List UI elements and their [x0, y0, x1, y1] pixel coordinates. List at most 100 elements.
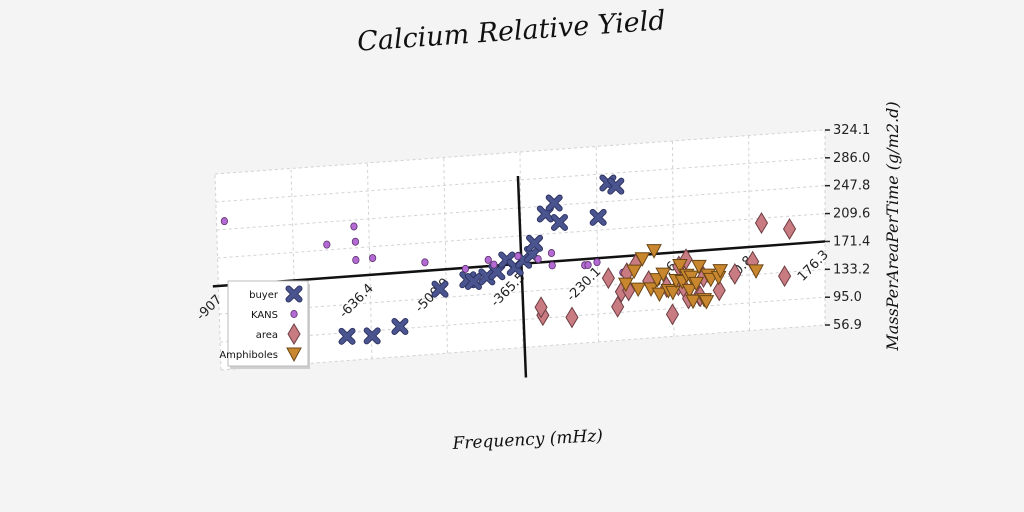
data-point	[626, 264, 642, 280]
data-point	[548, 261, 556, 270]
data-point	[584, 260, 592, 269]
x-gridline	[671, 140, 675, 337]
y-tick-label: 56.9	[833, 318, 862, 333]
legend-label: buyer	[249, 290, 279, 301]
data-point	[514, 252, 522, 261]
data-point	[611, 295, 625, 318]
marker-fill	[392, 318, 408, 335]
data-point	[220, 217, 228, 226]
y-tick-label: 209.6	[833, 207, 870, 222]
x-gridline	[595, 146, 599, 342]
data-point	[323, 240, 331, 249]
data-point	[782, 218, 797, 240]
data-point	[363, 327, 381, 345]
data-point	[547, 249, 556, 258]
data-point	[655, 267, 672, 283]
legend-marker	[286, 347, 302, 363]
series-kans	[220, 217, 627, 277]
data-point	[478, 268, 496, 286]
y-tick-label: 171.4	[833, 234, 870, 249]
data-point	[534, 296, 548, 319]
x-gridline	[366, 162, 373, 359]
data-point	[351, 237, 360, 246]
marker-fill	[432, 281, 448, 297]
data-point	[685, 294, 701, 310]
data-point	[601, 267, 615, 290]
x-gridline	[443, 157, 448, 354]
data-point	[369, 254, 377, 263]
data-point	[712, 279, 726, 302]
x-axis-label: Frequency (mHz)	[451, 426, 603, 454]
data-point	[464, 272, 482, 290]
data-point	[550, 213, 568, 231]
marker-fill	[364, 328, 380, 344]
y-tick-label: 286.0	[833, 151, 870, 166]
data-point	[672, 259, 688, 274]
data-point	[461, 264, 470, 273]
marker-fill	[546, 195, 562, 211]
marker-fill	[286, 286, 302, 302]
y-gridline	[220, 324, 826, 371]
data-point	[431, 280, 449, 298]
data-point	[630, 282, 646, 298]
plot-area: 56.995.0133.2171.4209.6247.8286.0324.1-9…	[194, 123, 870, 378]
data-point	[593, 258, 601, 267]
data-point	[391, 318, 409, 336]
data-point	[338, 327, 356, 345]
data-point	[688, 276, 705, 292]
legend: buyer KANS area Amphiboles	[219, 280, 310, 369]
data-point	[691, 259, 707, 275]
series-amphiboles	[617, 244, 764, 310]
y-axis-label: MassPerAreaPerTime (g/m2.d)	[883, 101, 902, 351]
marker-fill	[339, 328, 355, 344]
marker-fill	[551, 214, 568, 231]
data-point	[634, 252, 651, 267]
data-point	[607, 177, 625, 195]
marker-fill	[465, 273, 482, 290]
data-point	[646, 244, 662, 259]
series-buyer	[338, 174, 625, 345]
data-point	[778, 265, 792, 288]
data-point	[617, 277, 634, 293]
data-point	[526, 234, 544, 252]
data-point	[698, 295, 715, 310]
data-point	[681, 283, 698, 299]
x-gridline	[748, 135, 750, 331]
data-point	[484, 255, 492, 264]
chart-title: Calcium Relative Yield	[356, 5, 666, 57]
data-point	[490, 260, 498, 269]
data-point	[651, 287, 668, 303]
y-tick-label: 324.1	[833, 123, 870, 138]
y-gridline	[219, 268, 826, 315]
marker-fill	[590, 209, 606, 226]
data-point	[350, 222, 358, 231]
y-tick-label: 95.0	[833, 290, 862, 305]
legend-label: Amphiboles	[219, 350, 278, 361]
data-point	[421, 258, 429, 267]
data-point	[712, 264, 729, 279]
data-point	[589, 208, 607, 226]
data-point	[565, 306, 579, 329]
legend-marker	[287, 323, 301, 345]
marker-fill	[608, 178, 624, 194]
data-point	[534, 255, 542, 264]
data-point	[728, 262, 742, 285]
y-tick-label: 133.2	[833, 262, 870, 277]
legend-marker	[290, 309, 298, 318]
y-gridline	[220, 296, 826, 343]
data-point	[754, 212, 769, 234]
data-point	[665, 285, 681, 301]
y-tick-label: 247.8	[833, 179, 870, 194]
y-zero-axis	[516, 175, 528, 378]
legend-marker	[285, 285, 303, 303]
data-point	[352, 256, 360, 265]
x-gridline	[214, 173, 222, 371]
marker-fill	[479, 269, 495, 285]
data-point	[665, 303, 680, 326]
marker-fill	[526, 235, 543, 251]
legend-label: KANS	[251, 310, 278, 321]
legend-label: area	[256, 330, 278, 341]
data-point	[545, 194, 563, 212]
data-point	[748, 264, 764, 279]
